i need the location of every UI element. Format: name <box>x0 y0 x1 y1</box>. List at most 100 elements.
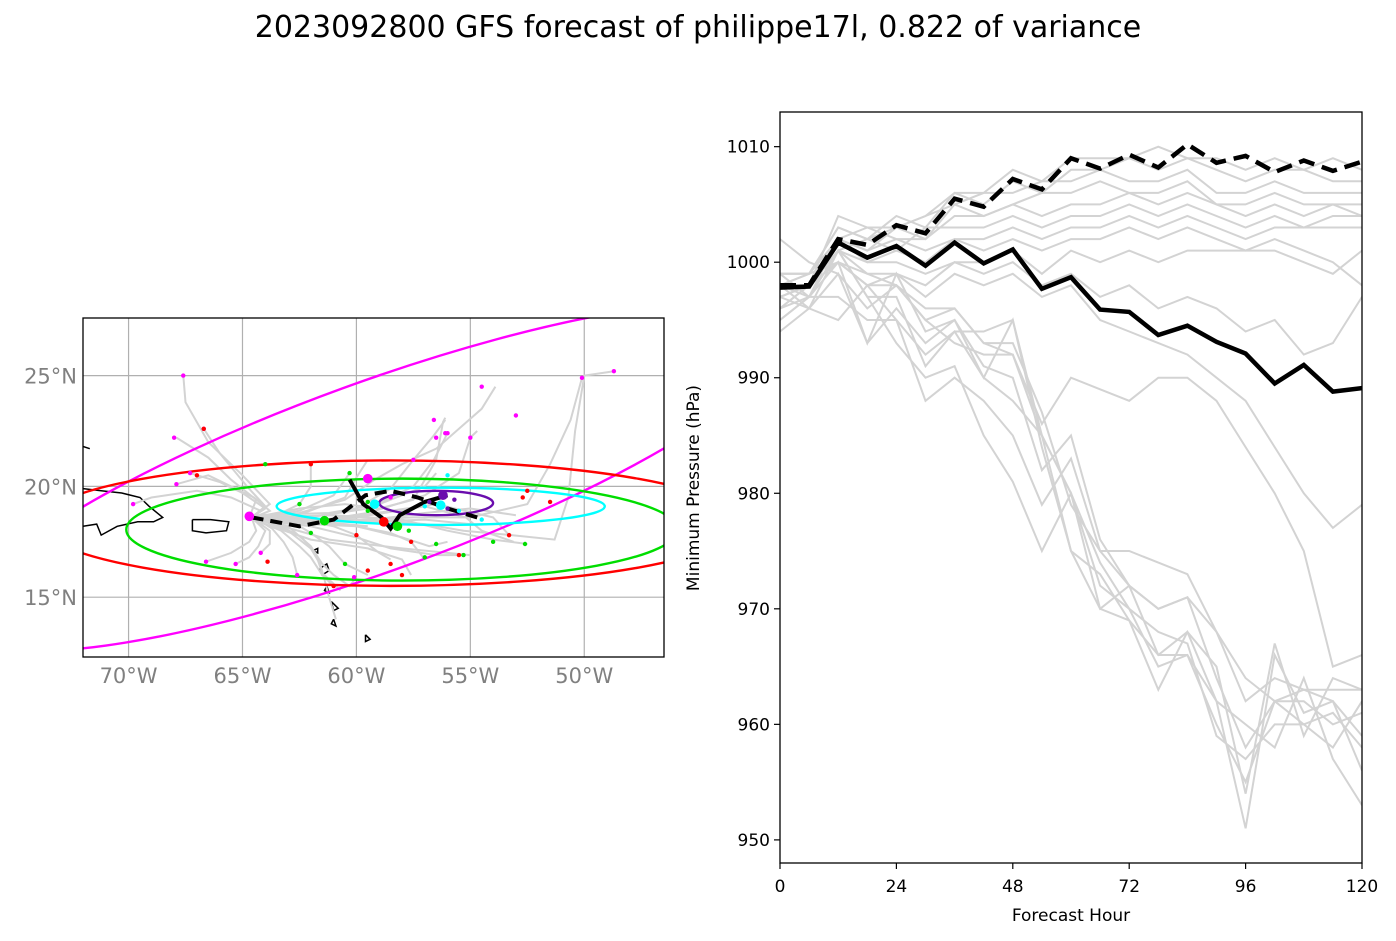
track-end-point <box>354 532 359 538</box>
track-end-point <box>258 550 263 556</box>
cluster-ellipse <box>83 459 664 588</box>
map-lon-tick-label: 55°W <box>441 664 499 688</box>
track-end-point <box>294 572 300 578</box>
cluster-center <box>435 500 446 511</box>
ensemble-track <box>175 436 258 518</box>
track-end-point <box>399 572 405 578</box>
ensemble-pressure-line <box>780 249 1362 298</box>
coastline <box>83 487 165 537</box>
x-axis-ticks: 0 24 48 72 96 120 <box>775 863 1378 897</box>
ensemble-track <box>251 516 471 557</box>
track-end-point <box>433 435 439 440</box>
y-tick-label: 1000 <box>727 253 770 273</box>
map-frame <box>82 317 665 658</box>
cluster-ellipse <box>83 318 664 653</box>
figure-title: 2023092800 GFS forecast of philippe17l, … <box>254 10 1142 45</box>
track-end-points <box>130 368 617 589</box>
track-end-point <box>388 495 393 500</box>
ensemble-track <box>189 472 268 519</box>
track-end-point <box>445 431 450 436</box>
coastline <box>364 634 372 643</box>
track-end-point <box>297 501 302 507</box>
x-tick-label: 24 <box>886 877 908 897</box>
x-tick-label: 48 <box>1002 877 1024 897</box>
cluster-center <box>369 499 380 509</box>
map-longitude-labels: 70°W 65°W 60°W 55°W 50°W <box>100 664 614 688</box>
ensemble-pressure-line <box>780 191 1362 299</box>
cluster-ellipses <box>83 318 664 653</box>
ensemble-track <box>249 386 497 519</box>
map-lon-tick-label: 50°W <box>555 664 613 688</box>
coastline <box>191 518 230 534</box>
track-end-point <box>490 539 496 544</box>
cluster-center <box>363 473 373 484</box>
plot-frame <box>779 111 1363 864</box>
ensemble-pressure-line <box>780 273 1362 806</box>
map-lat-tick-label: 20°N <box>24 475 77 499</box>
track-end-point <box>456 508 462 513</box>
track-end-point <box>445 506 450 511</box>
ensemble-tracks <box>132 370 615 620</box>
track-end-point <box>579 375 585 381</box>
cluster-ellipse <box>275 486 606 527</box>
x-tick-label: 96 <box>1235 877 1257 897</box>
track-end-point <box>431 417 437 423</box>
ensemble-pressure-line <box>780 180 1362 310</box>
cluster-center <box>319 515 330 526</box>
map-lat-tick-label: 15°N <box>24 586 77 610</box>
mean-track-solid <box>347 478 449 532</box>
x-tick-label: 120 <box>1346 877 1378 897</box>
track-end-point <box>263 462 268 467</box>
track-end-point <box>201 426 206 431</box>
track-end-point <box>445 473 450 478</box>
ensemble-track <box>182 375 272 519</box>
track-end-point <box>388 561 393 567</box>
x-tick-label: 0 <box>775 877 786 897</box>
coastline <box>83 445 91 450</box>
track-end-point <box>351 575 357 580</box>
track-end-point <box>308 462 314 467</box>
mean-track-dashed <box>251 488 478 529</box>
track-end-point <box>233 561 238 567</box>
track-end-point <box>461 552 466 558</box>
ensemble-pressure-line <box>780 157 1362 298</box>
map-lon-tick-label: 60°W <box>327 664 385 688</box>
track-end-point <box>506 532 512 538</box>
track-map: 70°W 65°W 60°W 55°W 50°W 15°N 20°N 25°N <box>24 317 665 688</box>
y-axis-label: Minimum Pressure (hPa) <box>684 385 704 591</box>
pressure-plot: 0 24 48 72 96 120 950 960 970 980 990 1000 1010 For… <box>684 111 1378 926</box>
map-lon-tick-label: 70°W <box>100 664 158 688</box>
x-axis-label: Forecast Hour <box>1012 906 1130 926</box>
track-end-point <box>130 501 136 507</box>
ensemble-track <box>205 517 258 563</box>
mean-tracks <box>251 478 478 532</box>
mean-pressure-solid <box>780 239 1362 394</box>
ensemble-pressure-line <box>780 238 1362 668</box>
track-end-point <box>408 539 414 544</box>
track-end-point <box>181 373 186 378</box>
track-end-point <box>433 541 439 547</box>
track-end-point <box>525 488 530 494</box>
y-tick-label: 1010 <box>727 138 770 158</box>
cluster-center <box>244 511 255 522</box>
ensemble-pressure-line <box>780 261 1362 356</box>
mean-pressure-dashed <box>780 141 1362 288</box>
track-end-point <box>468 435 473 440</box>
y-tick-label: 990 <box>738 369 770 389</box>
track-end-point <box>174 481 179 487</box>
track-end-point <box>520 495 525 500</box>
map-gridlines <box>83 318 664 657</box>
ensemble-track <box>251 472 351 519</box>
track-end-point <box>452 497 457 502</box>
y-axis-ticks: 950 960 970 980 990 1000 1010 <box>727 138 780 851</box>
track-end-point <box>203 559 209 564</box>
ensemble-track <box>251 516 271 554</box>
track-end-point <box>265 559 270 564</box>
track-end-point <box>522 541 528 547</box>
cluster-center <box>438 490 448 501</box>
track-end-point <box>342 561 348 567</box>
cluster-center <box>392 521 403 532</box>
y-tick-label: 980 <box>738 484 770 504</box>
track-end-point <box>456 552 462 558</box>
y-tick-label: 960 <box>738 715 770 735</box>
